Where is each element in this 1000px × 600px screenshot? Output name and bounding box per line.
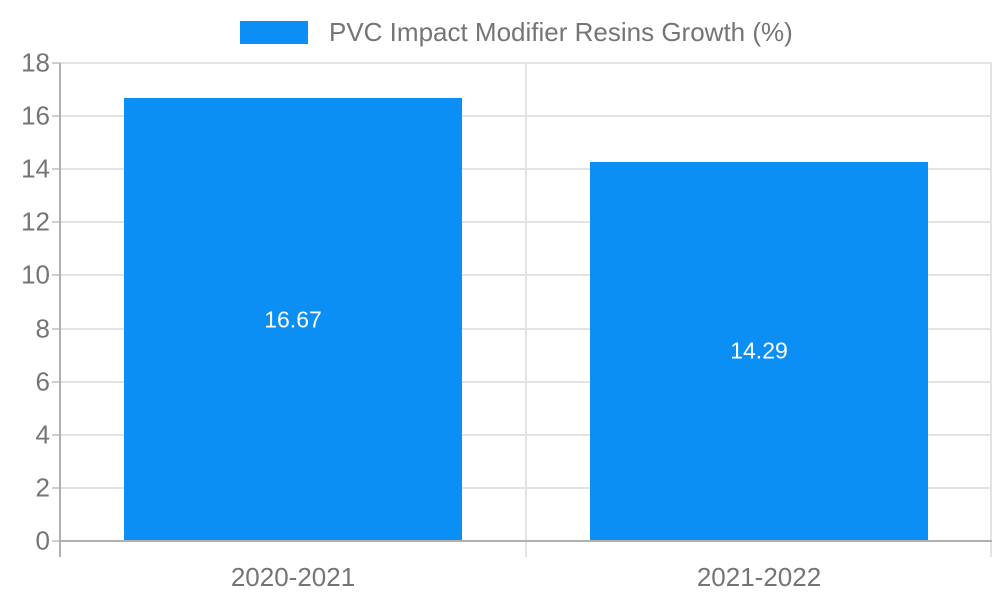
y-tick-mark: [52, 168, 60, 171]
plot-area: 16.67 14.29: [52, 62, 992, 557]
y-axis-tick-label: 16: [21, 100, 50, 131]
bar[interactable]: [123, 98, 463, 541]
y-axis-tick-label: 6: [35, 366, 50, 397]
y-tick-mark: [52, 327, 60, 330]
y-axis-tick-label: 4: [35, 419, 50, 450]
y-tick-mark: [52, 486, 60, 489]
y-tick-mark: [52, 115, 60, 118]
y-tick-mark: [52, 62, 60, 64]
y-axis-tick-label: 14: [21, 153, 50, 184]
chart-legend[interactable]: PVC Impact Modifier Resins Growth (%): [240, 17, 793, 48]
y-axis-line: [59, 63, 61, 557]
bar-value-label: 16.67: [264, 306, 322, 333]
y-axis-tick-label: 0: [35, 525, 50, 556]
y-tick-mark: [52, 433, 60, 436]
x-axis-tick-label: 2021-2022: [696, 562, 822, 592]
y-axis-tick-label: 2: [35, 472, 50, 503]
y-axis-tick-label: 12: [21, 206, 50, 237]
y-tick-mark: [52, 221, 60, 224]
y-axis-tick-label: 10: [21, 259, 50, 290]
plot-right-border: [990, 63, 992, 557]
y-axis-tick-label: 8: [35, 313, 50, 344]
y-axis-tick-label: 18: [21, 47, 50, 78]
bar-value-label: 14.29: [730, 337, 788, 364]
y-tick-mark: [52, 380, 60, 383]
x-axis-baseline: [60, 540, 992, 542]
y-tick-mark: [52, 274, 60, 277]
legend-swatch-icon: [240, 21, 308, 44]
x-axis-tick-label: 2020-2021: [230, 562, 356, 592]
bar[interactable]: [589, 161, 929, 541]
legend-label: PVC Impact Modifier Resins Growth (%): [329, 17, 793, 47]
category-divider-line: [525, 63, 527, 557]
y-tick-mark: [52, 540, 60, 542]
